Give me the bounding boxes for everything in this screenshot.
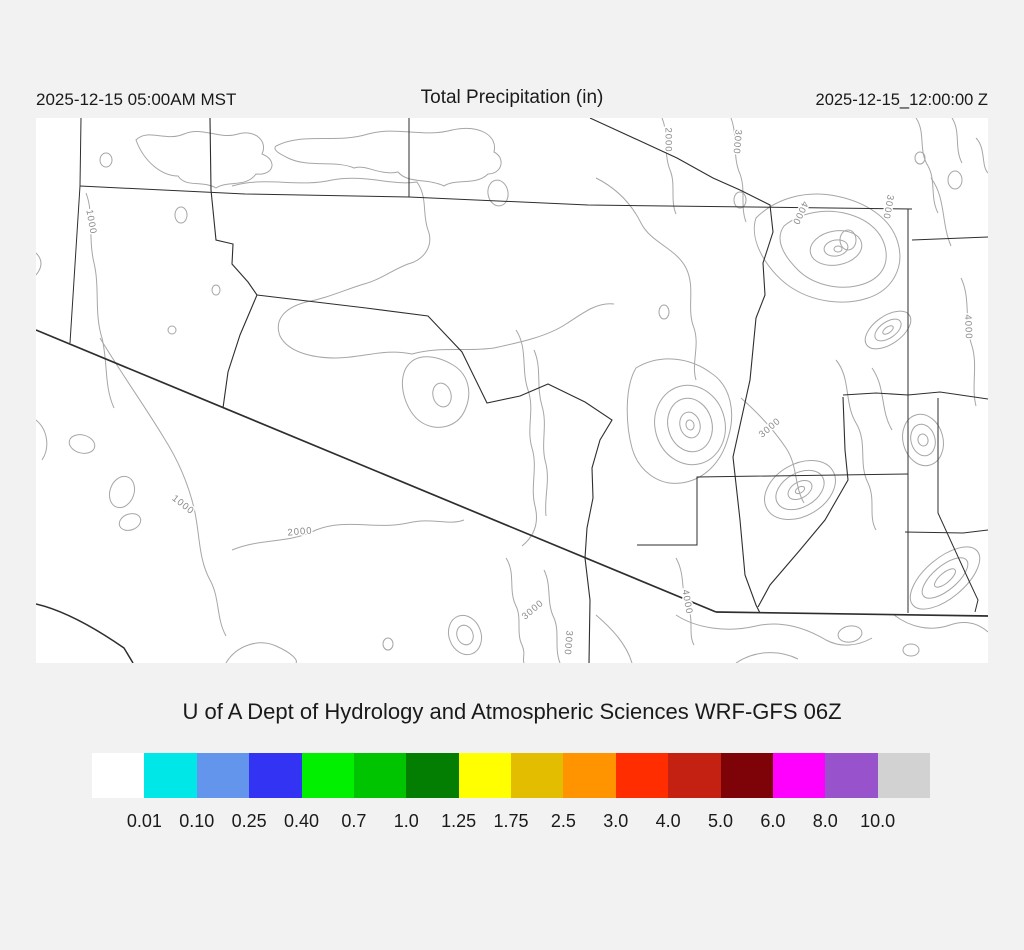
boundary-lines xyxy=(36,118,988,663)
colorbar-tick-label: 0.25 xyxy=(231,811,267,831)
colorbar-segment xyxy=(563,753,616,798)
colorbar-segment xyxy=(511,753,564,798)
colorbar-segment xyxy=(406,753,459,798)
colorbar-segment xyxy=(92,753,145,798)
colorbar-segment xyxy=(720,753,773,798)
contour-elevation-label: 3000 xyxy=(880,194,895,221)
colorbar-segment xyxy=(825,753,878,798)
colorbar-tick-label: 1.25 xyxy=(441,811,477,831)
contour-elevation-label: 3000 xyxy=(520,598,546,623)
colorbar-tick-label: 0.01 xyxy=(126,811,162,831)
colorbar-segment xyxy=(353,753,407,798)
colorbar-segment xyxy=(249,753,302,798)
colorbar-segment xyxy=(458,753,511,798)
colorbar-segment xyxy=(877,753,930,798)
valid-time-local: 2025-12-15 05:00AM MST xyxy=(36,90,237,109)
colorbar-tick-label: 3.0 xyxy=(603,811,629,831)
colorbar-tick-label: 0.40 xyxy=(283,811,320,831)
colorbar-tick-label: 6.0 xyxy=(760,811,786,831)
map-svg: 1000 2000 3000 4000 3000 4000 3000 1000 2000 3000… xyxy=(36,118,988,663)
contour-elevation-label: 3000 xyxy=(561,630,574,656)
contour-elevation-label: 4000 xyxy=(679,589,694,616)
colorbar-tick-label: 4.0 xyxy=(655,811,681,831)
international-border-diagonal xyxy=(36,329,717,613)
valid-time-utc: 2025-12-15_12:00:00 Z xyxy=(815,91,988,109)
colorbar-segment xyxy=(144,753,197,798)
credit-line: U of A Dept of Hydrology and Atmospheric… xyxy=(182,699,842,724)
colorbar xyxy=(92,753,930,798)
contour-elevation-label: 2000 xyxy=(287,525,313,538)
contour-elevation-label: 3000 xyxy=(757,416,783,441)
colorbar-segment xyxy=(196,753,250,798)
contour-elevation-label: 1000 xyxy=(170,493,197,517)
colorbar-segment xyxy=(615,753,669,798)
colorbar-tick-label: 1.0 xyxy=(393,811,419,831)
colorbar-labels: 0.01 0.10 0.25 0.40 0.7 1.0 1.25 1.75 2.5 3.0 4.0 5… xyxy=(0,811,1024,835)
colorbar-segment xyxy=(668,753,721,798)
colorbar-segment xyxy=(301,753,354,798)
contour-elevation-label: 4000 xyxy=(790,199,811,226)
contour-elevation-label: 4000 xyxy=(962,314,974,340)
colorbar-tick-label: 8.0 xyxy=(812,811,838,831)
colorbar-tick-label: 10.0 xyxy=(860,811,896,831)
colorbar-tick-label: 1.75 xyxy=(493,811,529,831)
colorbar-segment xyxy=(772,753,826,798)
elevation-contours xyxy=(36,118,988,663)
contour-elevation-label: 1000 xyxy=(83,209,98,236)
forecast-map: 1000 2000 3000 4000 3000 4000 3000 1000 2000 3000… xyxy=(36,118,988,663)
international-border-horizontal xyxy=(715,611,988,617)
colorbar-tick-label: 0.10 xyxy=(179,811,215,831)
colorbar-tick-label: 2.5 xyxy=(550,811,576,831)
colorbar-tick-label: 5.0 xyxy=(707,811,734,831)
plot-title: Total Precipitation (in) xyxy=(420,87,604,108)
colorbar-tick-label: 0.7 xyxy=(341,811,367,831)
contour-elevation-label: 2000 xyxy=(662,127,673,152)
contour-elevation-label: 3000 xyxy=(730,129,743,155)
